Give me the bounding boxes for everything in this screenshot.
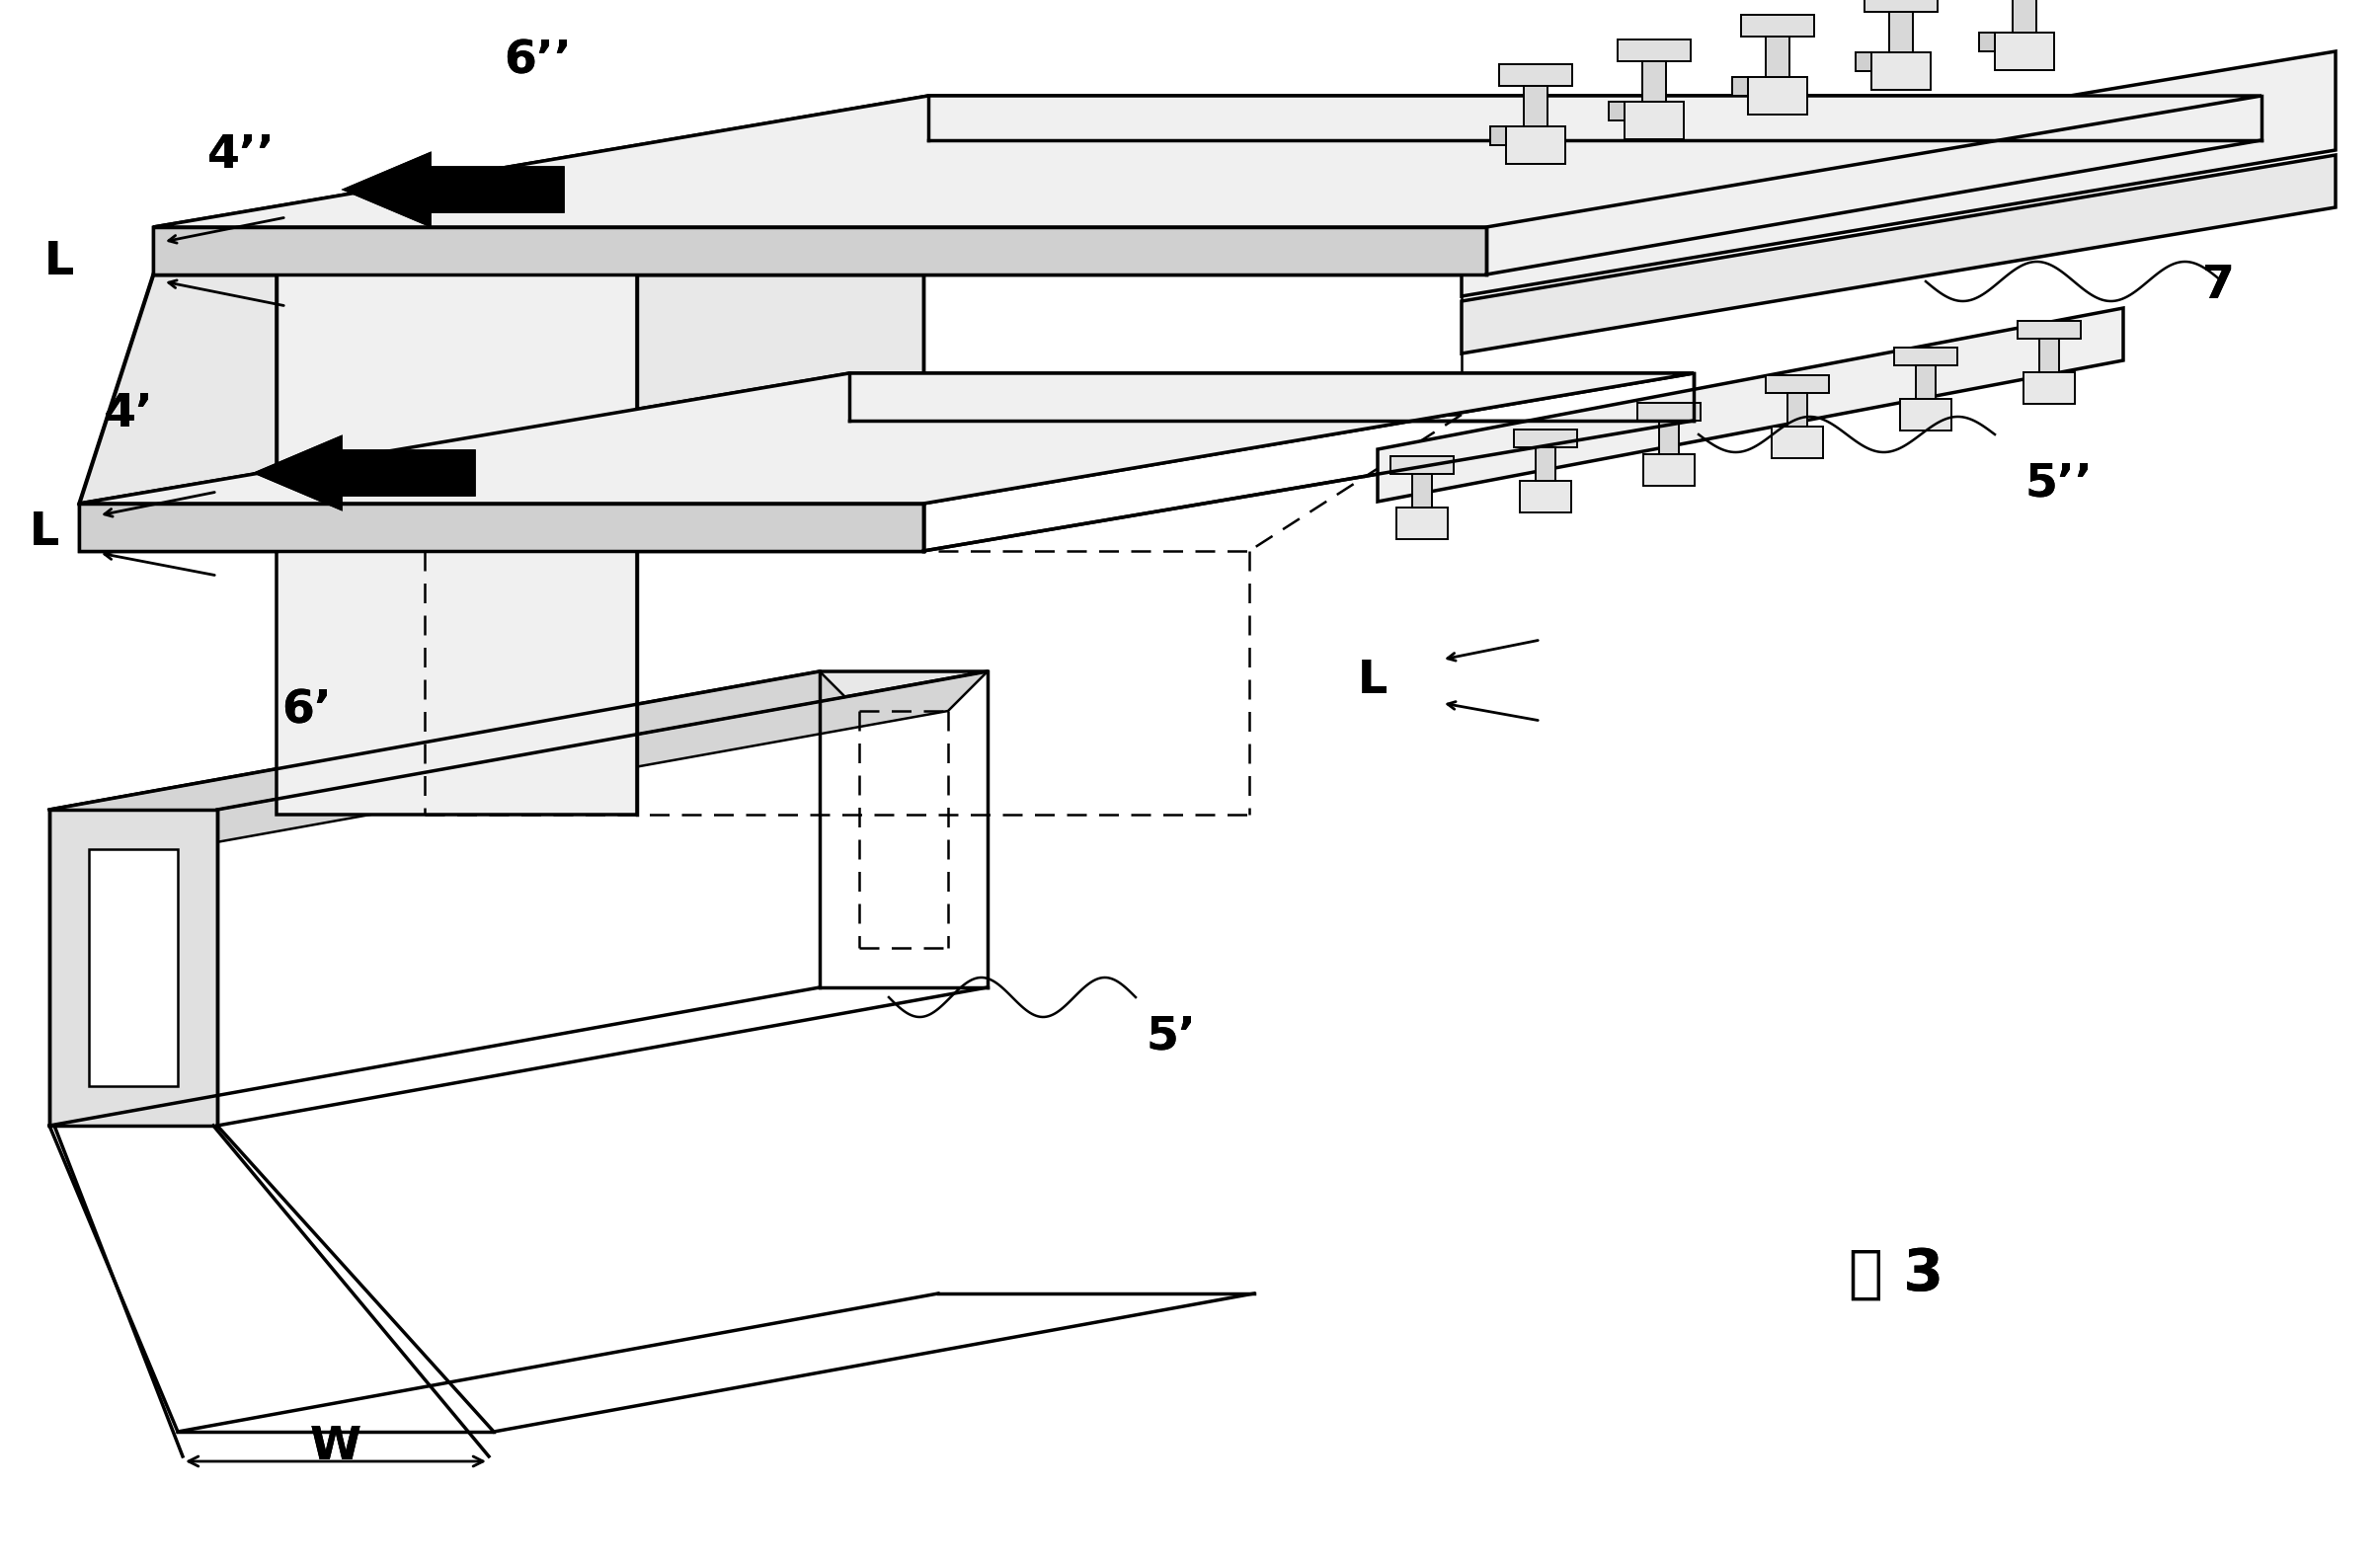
Text: 图 3: 图 3 bbox=[1849, 1245, 1944, 1301]
Polygon shape bbox=[345, 153, 564, 226]
Polygon shape bbox=[178, 672, 988, 849]
Polygon shape bbox=[50, 672, 988, 810]
Polygon shape bbox=[50, 672, 859, 849]
Text: 4’’: 4’’ bbox=[207, 133, 276, 179]
Text: 6’’: 6’’ bbox=[505, 39, 571, 83]
Polygon shape bbox=[1766, 376, 1828, 393]
Polygon shape bbox=[50, 810, 217, 1126]
Polygon shape bbox=[79, 274, 923, 504]
Polygon shape bbox=[1742, 14, 1814, 36]
Polygon shape bbox=[1535, 448, 1557, 481]
Polygon shape bbox=[152, 227, 1485, 274]
Text: 图 3: 图 3 bbox=[1849, 1245, 1944, 1301]
Polygon shape bbox=[79, 373, 1695, 504]
Polygon shape bbox=[1733, 77, 1747, 96]
Polygon shape bbox=[1411, 474, 1433, 507]
Text: 5’’: 5’’ bbox=[2025, 462, 2092, 506]
Text: L: L bbox=[45, 240, 74, 283]
Text: 4’: 4’ bbox=[105, 393, 155, 437]
Text: W: W bbox=[309, 1425, 362, 1469]
Polygon shape bbox=[2040, 338, 2059, 373]
Polygon shape bbox=[152, 96, 2261, 227]
Text: L: L bbox=[1359, 659, 1388, 703]
Polygon shape bbox=[1378, 309, 2123, 501]
Polygon shape bbox=[1894, 348, 1956, 365]
Polygon shape bbox=[257, 437, 474, 509]
Polygon shape bbox=[345, 153, 564, 226]
Polygon shape bbox=[1642, 61, 1666, 102]
Polygon shape bbox=[1890, 13, 1914, 52]
Polygon shape bbox=[1864, 0, 1937, 13]
Text: 5’: 5’ bbox=[1145, 1015, 1195, 1059]
Polygon shape bbox=[1490, 127, 1507, 146]
Polygon shape bbox=[79, 504, 923, 551]
Text: 7: 7 bbox=[2202, 265, 2235, 309]
Polygon shape bbox=[79, 373, 1695, 504]
Polygon shape bbox=[1461, 155, 2335, 354]
Polygon shape bbox=[1461, 52, 2335, 296]
Polygon shape bbox=[1609, 102, 1626, 121]
Polygon shape bbox=[1637, 402, 1702, 421]
Polygon shape bbox=[1523, 86, 1547, 127]
Polygon shape bbox=[1747, 77, 1806, 114]
Polygon shape bbox=[2018, 321, 2080, 338]
Polygon shape bbox=[1397, 507, 1447, 539]
Polygon shape bbox=[1626, 102, 1683, 139]
Polygon shape bbox=[1507, 127, 1566, 164]
Text: 6’: 6’ bbox=[281, 689, 331, 733]
Text: 4’: 4’ bbox=[105, 393, 155, 437]
Text: L: L bbox=[29, 511, 60, 556]
Polygon shape bbox=[1618, 39, 1690, 61]
Polygon shape bbox=[1787, 393, 1806, 426]
Polygon shape bbox=[1499, 64, 1573, 86]
Polygon shape bbox=[2013, 0, 2037, 33]
Polygon shape bbox=[276, 420, 638, 814]
Polygon shape bbox=[1771, 426, 1823, 459]
Polygon shape bbox=[1514, 429, 1578, 448]
Polygon shape bbox=[88, 849, 178, 1087]
Polygon shape bbox=[276, 193, 638, 478]
Polygon shape bbox=[1390, 456, 1454, 474]
Text: L: L bbox=[1359, 659, 1388, 703]
Text: L: L bbox=[29, 511, 60, 556]
Text: 7: 7 bbox=[2202, 265, 2235, 309]
Text: W: W bbox=[309, 1425, 362, 1469]
Polygon shape bbox=[257, 437, 474, 509]
Text: 5’’: 5’’ bbox=[2025, 462, 2092, 506]
Text: 6’’: 6’’ bbox=[505, 39, 571, 83]
Text: L: L bbox=[45, 240, 74, 283]
Polygon shape bbox=[1994, 33, 2054, 70]
Text: 4’’: 4’’ bbox=[207, 133, 276, 179]
Polygon shape bbox=[1521, 481, 1571, 512]
Polygon shape bbox=[1659, 421, 1678, 454]
Polygon shape bbox=[1916, 365, 1935, 399]
Polygon shape bbox=[1871, 52, 1930, 89]
Polygon shape bbox=[1899, 399, 1952, 431]
Polygon shape bbox=[152, 96, 2261, 227]
Polygon shape bbox=[79, 504, 923, 551]
Polygon shape bbox=[1642, 454, 1695, 485]
Polygon shape bbox=[276, 193, 1461, 274]
Polygon shape bbox=[1766, 36, 1790, 77]
Text: 5’: 5’ bbox=[1145, 1015, 1195, 1059]
Polygon shape bbox=[2023, 373, 2075, 404]
Text: 6’: 6’ bbox=[281, 689, 331, 733]
Polygon shape bbox=[1980, 33, 1994, 52]
Polygon shape bbox=[1856, 52, 1871, 70]
Polygon shape bbox=[152, 227, 1485, 274]
